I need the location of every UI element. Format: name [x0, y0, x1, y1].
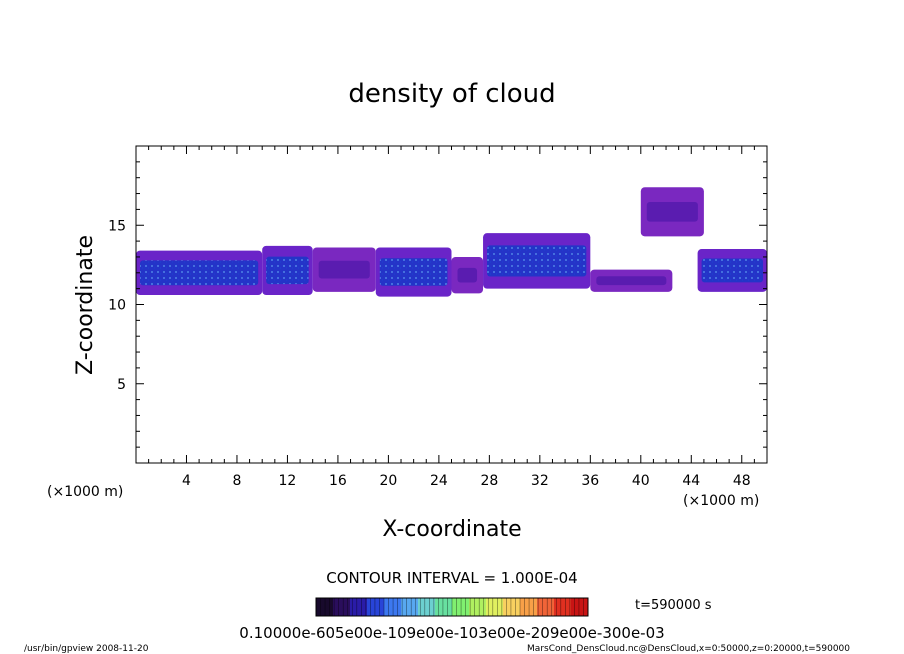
x-tick-label: 36 [581, 473, 599, 489]
x-tick-label: 4 [182, 473, 191, 489]
colorbar-segment [350, 598, 368, 616]
x-axis-ticks: 4 8 12 16 20 24 28 32 36 40 44 48 [148, 146, 755, 489]
y-tick-label: 15 [108, 218, 126, 234]
cloud-core [318, 260, 370, 279]
x-unit-label-right: (×1000 m) [683, 493, 759, 509]
cloud-core-texture [379, 258, 448, 286]
x-tick-label: 32 [531, 473, 549, 489]
cloud-core-texture [487, 245, 587, 277]
footer-right: MarsCond_DensCloud.nc@DensCloud,x=0:5000… [527, 644, 850, 654]
colorbar-segment [571, 598, 589, 616]
colorbar-segment [418, 598, 436, 616]
footer-left: /usr/bin/gpview 2008-11-20 [24, 644, 149, 654]
colorbar-segment [384, 598, 402, 616]
cloud-core [646, 201, 698, 222]
time-label: t=590000 s [635, 598, 712, 613]
x-tick-label: 48 [733, 473, 751, 489]
y-axis-label: Z-coordinate [73, 235, 98, 375]
cloud-density-field [136, 187, 767, 297]
x-tick-label: 28 [480, 473, 498, 489]
chart-title: density of cloud [348, 79, 555, 109]
colorbar-segment [401, 598, 419, 616]
x-tick-label: 12 [279, 473, 297, 489]
y-tick-label: 5 [117, 377, 126, 393]
y-tick-label: 10 [108, 298, 126, 314]
contour-interval-label: CONTOUR INTERVAL = 1.000E-04 [326, 569, 577, 587]
colorbar [315, 598, 589, 616]
y-axis-ticks: 5 10 15 [108, 161, 767, 448]
cloud-core-texture [701, 258, 763, 283]
x-tick-label: 8 [232, 473, 241, 489]
cloud-core-texture [266, 256, 309, 285]
colorbar-segment [435, 598, 453, 616]
cloud-core [457, 267, 478, 283]
x-tick-label: 24 [430, 473, 448, 489]
cloud-core [596, 276, 667, 286]
colorbar-frame [315, 597, 589, 617]
colorbar-tick-labels: 0.10000e-605e00e-109e00e-103e00e-209e00e… [239, 624, 664, 642]
colorbar-segment [554, 598, 572, 616]
colorbar-segment [503, 598, 521, 616]
colorbar-segment [367, 598, 385, 616]
colorbar-segment [452, 598, 470, 616]
colorbar-segment [333, 598, 351, 616]
x-tick-label: 44 [682, 473, 700, 489]
x-tick-label: 20 [379, 473, 397, 489]
colorbar-segment [316, 598, 334, 616]
x-unit-label-left: (×1000 m) [47, 484, 123, 500]
colorbar-segment [537, 598, 555, 616]
x-axis-label: X-coordinate [382, 517, 521, 542]
cloud-core-texture [140, 260, 259, 286]
colorbar-segment [486, 598, 504, 616]
x-tick-label: 40 [632, 473, 650, 489]
x-tick-label: 16 [329, 473, 347, 489]
colorbar-segment [469, 598, 487, 616]
colorbar-segment [520, 598, 538, 616]
